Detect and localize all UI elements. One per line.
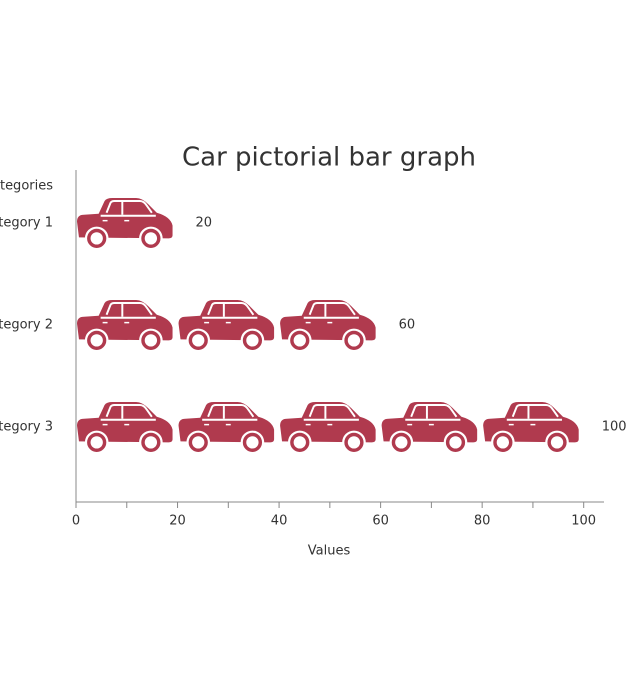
x-tick-label: 0 (72, 514, 80, 529)
chart-title: Car pictorial bar graph (182, 143, 476, 173)
category-label: Category 2 (0, 318, 53, 333)
value-label: 60 (399, 318, 416, 333)
category-axis-title: Categories (0, 179, 53, 194)
car-icon (481, 400, 581, 456)
value-label: 20 (196, 216, 213, 231)
value-axis-title: Values (308, 544, 351, 559)
car-icon (176, 298, 276, 354)
x-tick-label: 100 (571, 514, 596, 529)
category-label: Category 3 (0, 420, 53, 435)
car-bar (76, 400, 581, 456)
x-tick-label: 60 (372, 514, 389, 529)
x-tick-label: 80 (474, 514, 491, 529)
car-bar (76, 298, 378, 354)
car-icon (176, 400, 276, 456)
car-icon (379, 400, 479, 456)
car-icon (278, 298, 378, 354)
value-label: 100 (602, 420, 627, 435)
category-label: Category 1 (0, 216, 53, 231)
car-icon (76, 298, 175, 354)
x-tick-label: 20 (169, 514, 186, 529)
car-icon (278, 400, 378, 456)
car-icon (76, 196, 175, 252)
x-tick-label: 40 (271, 514, 288, 529)
car-icon (76, 400, 175, 456)
car-bar (76, 196, 175, 252)
